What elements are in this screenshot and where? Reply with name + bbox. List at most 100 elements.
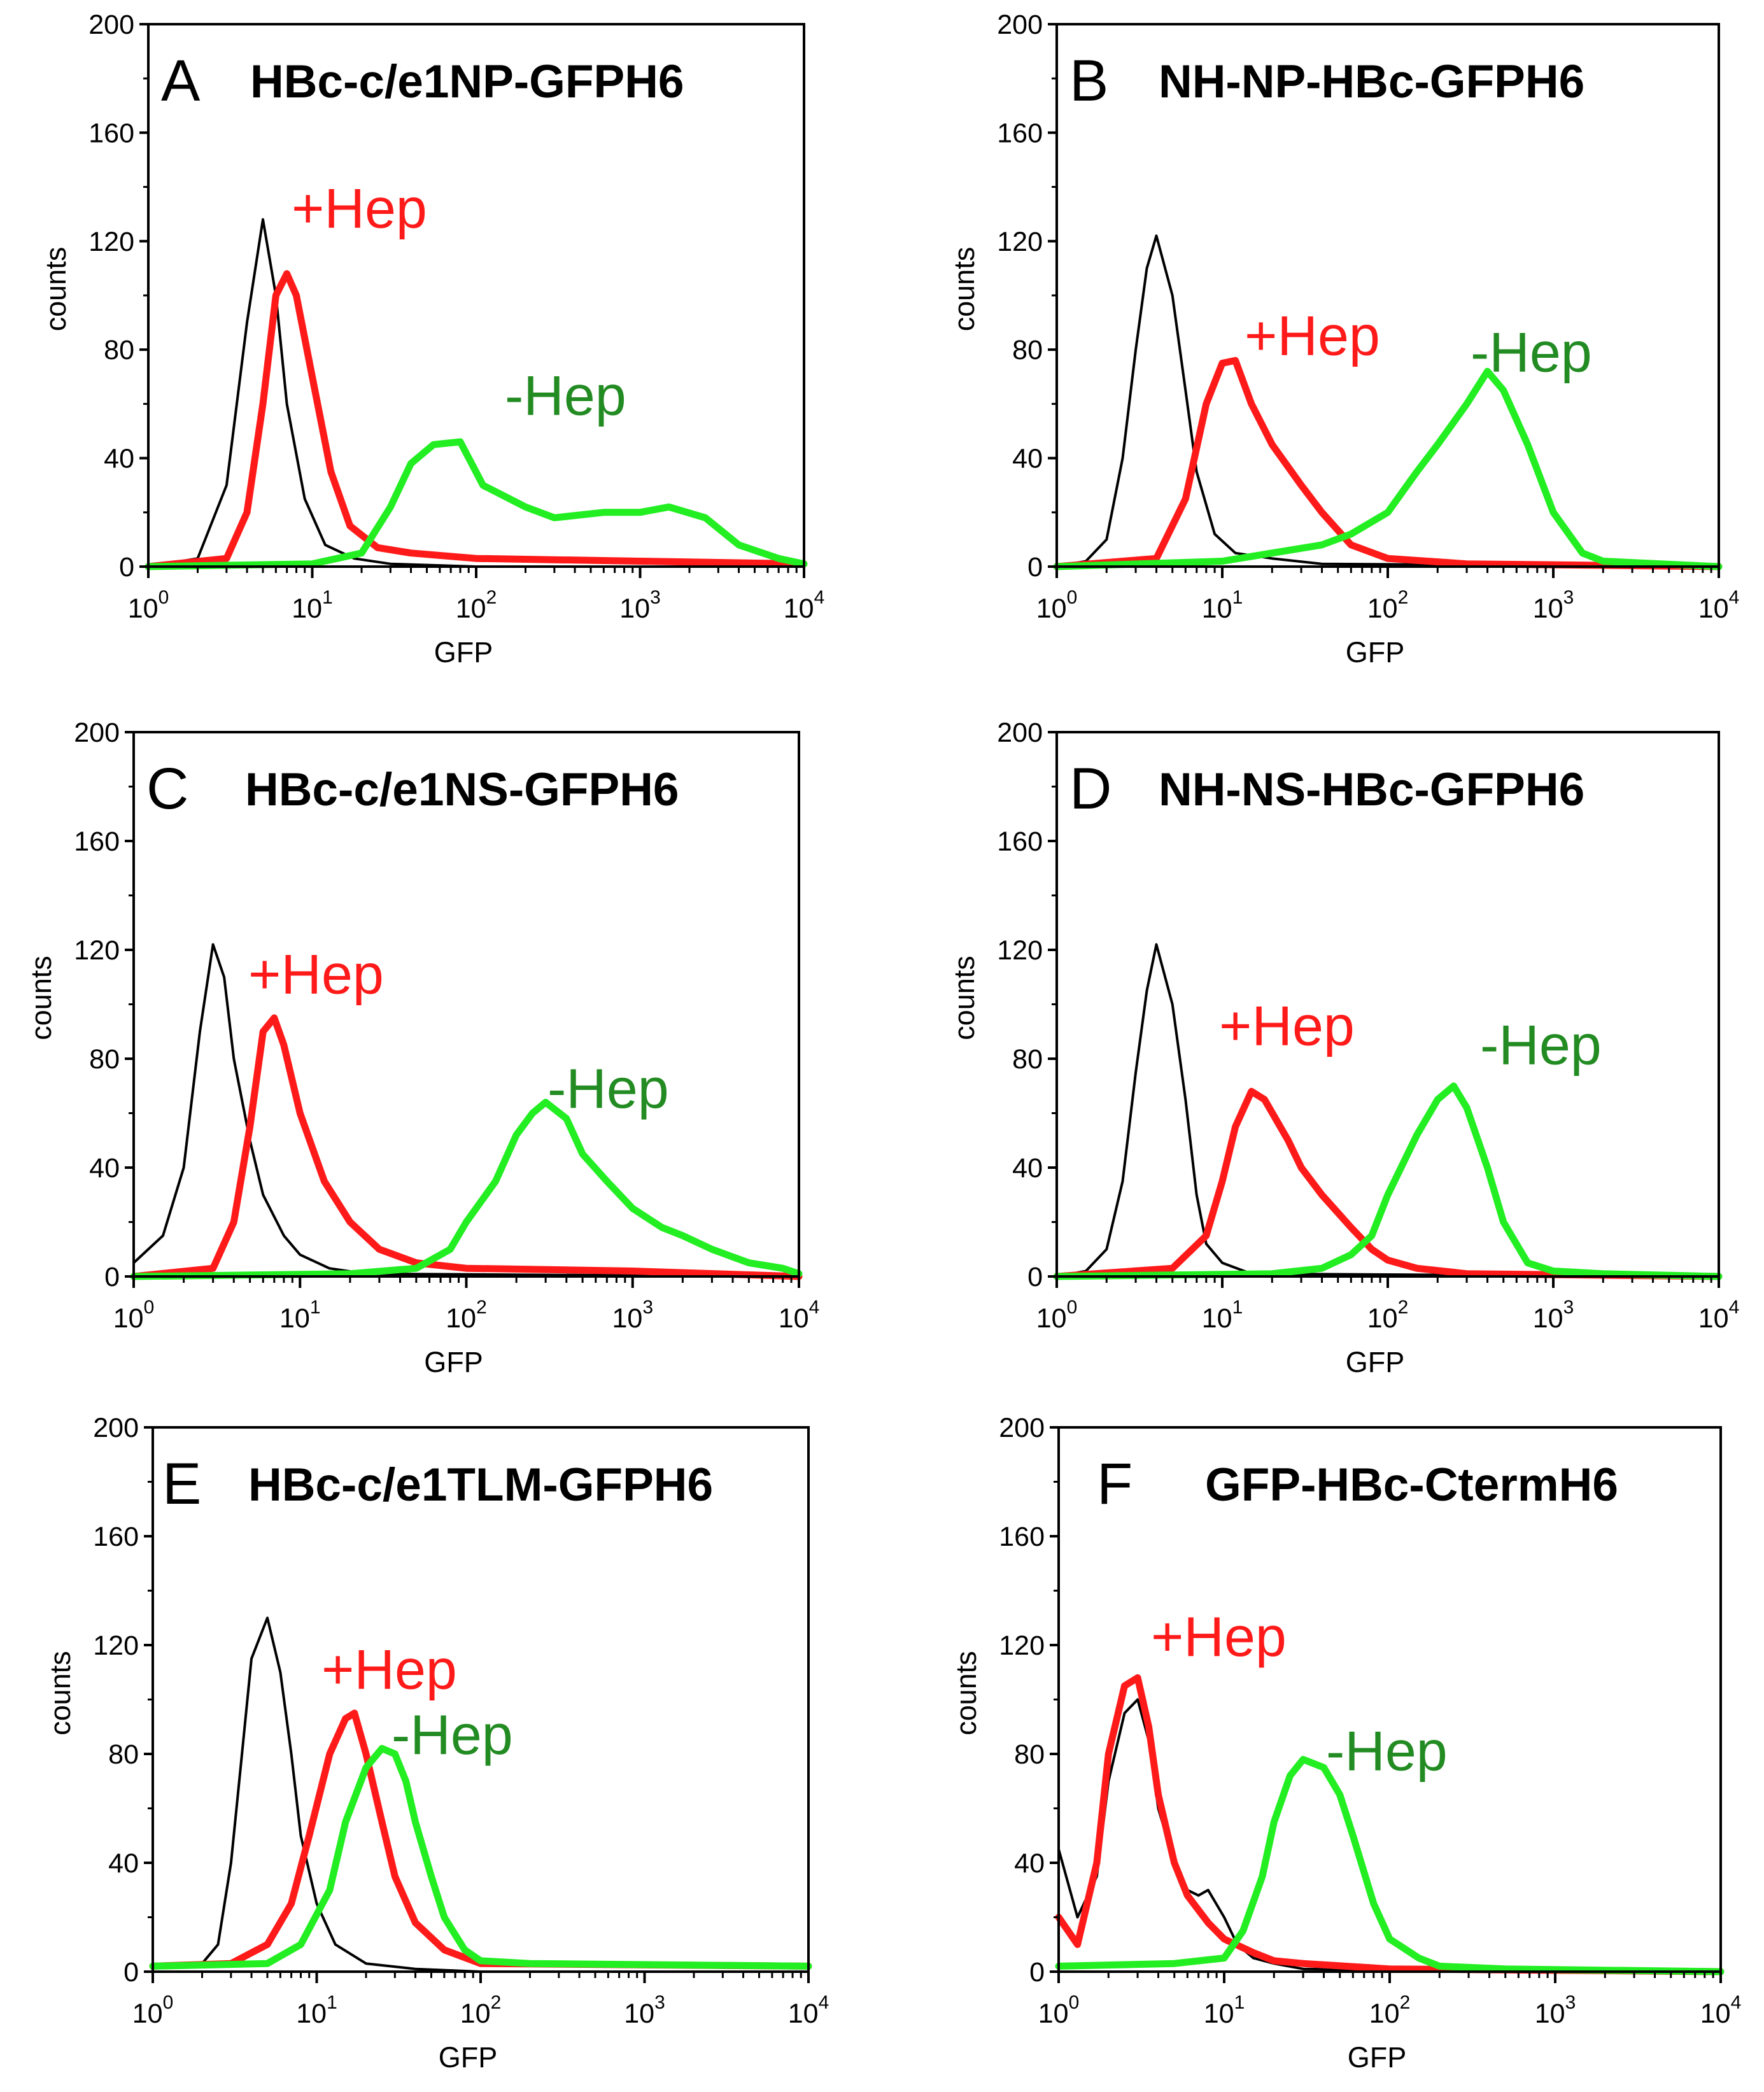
y-tick-label: 200 [997, 10, 1043, 40]
series-line-hep [130, 1014, 803, 1280]
x-tick-label: 104 [779, 1297, 820, 1334]
x-tick-label: 102 [1367, 1297, 1409, 1334]
series-line-control [1055, 943, 1720, 1278]
x-tick-label: 100 [113, 1297, 155, 1334]
panel-a: 0 40 80 120 160 200 100 101 102 103 104 GFP counts A H… [39, 10, 824, 668]
x-axis-title: GFP [1346, 636, 1405, 668]
annotation-plus-hep: +Hep [292, 177, 427, 240]
series-line-hep [1053, 1082, 1723, 1280]
y-tick-label: 200 [997, 717, 1043, 748]
series-line-hep [1053, 1087, 1723, 1280]
panel-title: GFP-HBc-CtermH6 [1205, 1459, 1618, 1511]
y-tick-label: 40 [108, 1848, 139, 1879]
x-tick-label: 102 [1369, 1992, 1411, 2029]
y-tick-label: 80 [1012, 335, 1043, 365]
annotation-minus-hep: -Hep [392, 1703, 513, 1766]
x-tick-label: 103 [612, 1297, 653, 1334]
y-tick-label: 120 [88, 227, 134, 257]
y-tick-label: 40 [89, 1153, 120, 1184]
series-line-control [132, 943, 800, 1278]
x-tick-label: 101 [1202, 587, 1243, 624]
y-tick-label: 200 [88, 10, 134, 40]
annotation-minus-hep: -Hep [1326, 1720, 1448, 1783]
series-line-hep [1055, 1674, 1725, 1975]
y-tick-label: 40 [1014, 1848, 1045, 1879]
y-tick-label: 120 [999, 1630, 1045, 1661]
x-tick-label: 101 [279, 1297, 321, 1334]
x-tick-label: 104 [788, 1992, 829, 2029]
x-axis-title: GFP [424, 1346, 483, 1378]
y-tick-label: 160 [997, 826, 1043, 857]
panel-letter: E [162, 1452, 201, 1516]
panel-title: NH-NP-HBc-GFPH6 [1159, 56, 1584, 108]
x-tick-label: 100 [132, 1992, 174, 2029]
panel-d: 0 40 80 120 160 200 100 101 102 103 104 GFP counts D N… [948, 717, 1739, 1378]
y-tick-label: 160 [999, 1522, 1045, 1552]
x-tick-label: 104 [1700, 1992, 1742, 2029]
series-line-hep [145, 270, 808, 570]
annotation-minus-hep: -Hep [547, 1057, 669, 1120]
y-axis-title: counts [39, 247, 72, 332]
series-line-control [147, 218, 805, 568]
x-tick-label: 101 [1202, 1297, 1243, 1334]
y-tick-label: 80 [108, 1739, 139, 1770]
x-tick-label: 103 [619, 587, 661, 624]
x-tick-label: 100 [1036, 1297, 1078, 1334]
y-axis-title: counts [950, 1651, 982, 1735]
series-line-hep [1053, 367, 1723, 570]
series-line-hep [1053, 357, 1723, 570]
x-axis-title: GFP [1346, 1346, 1405, 1378]
series-line-control [1055, 234, 1720, 568]
panel-letter: B [1069, 48, 1108, 113]
panel-e: 0 40 80 120 160 200 100 101 102 103 104 GFP counts E H… [44, 1413, 829, 2074]
x-tick-label: 104 [1698, 587, 1740, 624]
annotation-minus-hep: -Hep [505, 364, 626, 427]
x-tick-label: 102 [456, 587, 497, 624]
y-tick-label: 120 [997, 227, 1043, 257]
x-axis-title: GFP [434, 636, 493, 668]
y-tick-label: 120 [93, 1630, 139, 1661]
y-tick-label: 80 [89, 1044, 120, 1075]
series-line-hep [145, 438, 808, 570]
y-tick-label: 120 [997, 935, 1043, 966]
x-tick-label: 102 [1367, 587, 1409, 624]
x-tick-label: 104 [1698, 1297, 1740, 1334]
series-line-hep [1055, 1756, 1725, 1975]
y-tick-label: 40 [104, 444, 134, 474]
x-tick-label: 102 [446, 1297, 487, 1334]
annotation-minus-hep: -Hep [1471, 320, 1592, 383]
y-tick-label: 0 [123, 1957, 139, 1988]
panel-f: 0 40 80 120 160 200 100 101 102 103 104 GFP counts F G… [950, 1413, 1741, 2074]
x-tick-label: 101 [296, 1992, 337, 2029]
y-tick-label: 160 [74, 826, 120, 857]
y-axis-title: counts [44, 1651, 76, 1735]
y-tick-label: 0 [1029, 1957, 1045, 1988]
y-axis-title: counts [25, 956, 57, 1040]
x-tick-label: 103 [1533, 1297, 1574, 1334]
y-axis-title: counts [948, 247, 980, 332]
x-tick-label: 103 [1535, 1992, 1576, 2029]
annotation-plus-hep: +Hep [321, 1637, 457, 1700]
annotation-plus-hep: +Hep [248, 942, 384, 1005]
y-tick-label: 120 [74, 935, 120, 966]
y-tick-label: 80 [1014, 1739, 1045, 1770]
y-tick-label: 0 [104, 1262, 120, 1292]
panel-b: 0 40 80 120 160 200 100 101 102 103 104 GFP counts B N… [948, 10, 1739, 668]
x-tick-label: 100 [1038, 1992, 1080, 2029]
y-tick-label: 200 [93, 1413, 139, 1443]
y-tick-label: 160 [88, 118, 134, 148]
x-tick-label: 103 [624, 1992, 665, 2029]
x-tick-label: 103 [1533, 587, 1574, 624]
y-axis-title: counts [948, 956, 980, 1040]
y-tick-label: 160 [93, 1522, 139, 1552]
panel-title: NH-NS-HBc-GFPH6 [1159, 764, 1584, 816]
x-tick-label: 102 [460, 1992, 502, 2029]
panel-title: HBc-c/e1NP-GFPH6 [250, 56, 684, 108]
x-tick-label: 100 [128, 587, 169, 624]
panel-letter: D [1069, 756, 1111, 821]
annotation-plus-hep: +Hep [1151, 1605, 1287, 1668]
panel-letter: A [161, 48, 201, 113]
y-tick-label: 200 [999, 1413, 1045, 1443]
annotation-minus-hep: -Hep [1480, 1014, 1602, 1077]
